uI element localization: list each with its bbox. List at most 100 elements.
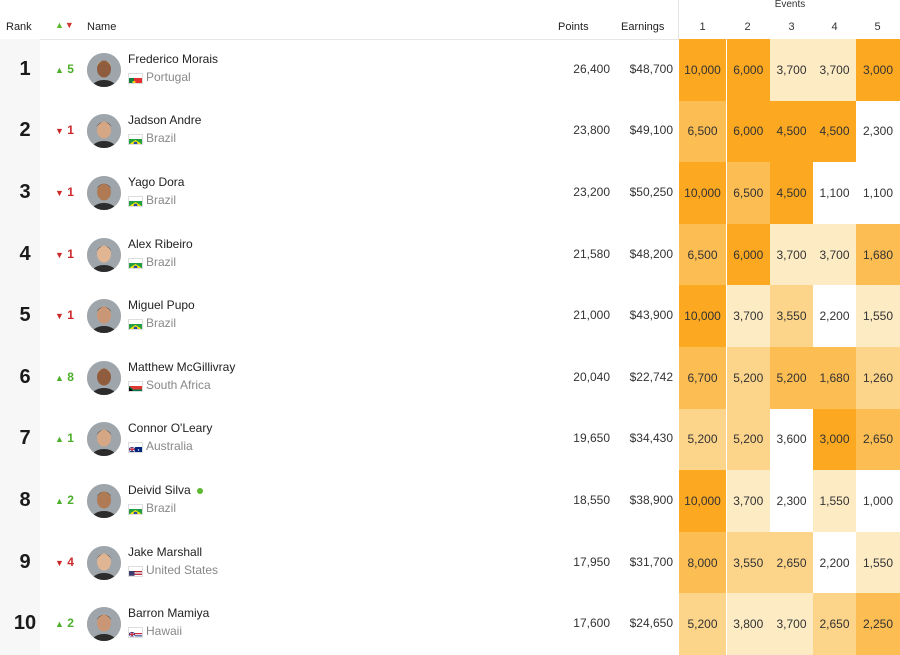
event-result-cell[interactable]: 5,200 (770, 347, 813, 409)
sort-up-icon[interactable]: ▲ (55, 20, 65, 30)
earnings-header[interactable]: Earnings (621, 21, 664, 33)
avatar[interactable] (87, 484, 121, 518)
event-result-cell[interactable]: 3,700 (727, 285, 771, 347)
event-col-1[interactable]: 1 (681, 21, 724, 33)
event-result-cell[interactable]: 6,000 (727, 39, 771, 101)
avatar[interactable] (87, 546, 121, 580)
event-result-cell[interactable]: 6,000 (727, 101, 771, 163)
avatar[interactable] (87, 299, 121, 333)
avatar[interactable] (87, 361, 121, 395)
event-result-cell[interactable]: 2,300 (770, 470, 813, 532)
surfer-name[interactable]: Deivid Silva (128, 483, 203, 497)
event-result-cell[interactable]: 4,500 (813, 101, 856, 163)
sort-toggle[interactable]: ▲▼ (55, 20, 75, 30)
event-result-cell[interactable]: 5,200 (727, 409, 771, 471)
event-result-cell[interactable]: 5,200 (679, 409, 726, 471)
event-result-cell[interactable]: 10,000 (679, 285, 726, 347)
event-result-cell[interactable]: 1,550 (856, 532, 900, 594)
event-result-cell[interactable]: 3,700 (813, 39, 856, 101)
event-result-cell[interactable]: 6,500 (727, 162, 771, 224)
event-result-cell[interactable]: 3,000 (856, 39, 900, 101)
event-result-cell[interactable]: 2,650 (856, 409, 900, 471)
surfer-name[interactable]: Yago Dora (128, 175, 184, 189)
event-result-cell[interactable]: 3,800 (727, 593, 771, 655)
event-result-cell[interactable]: 3,700 (727, 470, 771, 532)
surfer-name-text[interactable]: Jake Marshall (128, 545, 202, 559)
surfer-name-text[interactable]: Jadson Andre (128, 113, 201, 127)
event-result-cell[interactable]: 1,680 (813, 347, 856, 409)
surfer-name[interactable]: Matthew McGillivray (128, 360, 235, 374)
surfer-name-text[interactable]: Matthew McGillivray (128, 360, 235, 374)
surfer-name[interactable]: Connor O'Leary (128, 421, 212, 435)
event-result-cell[interactable]: 2,200 (813, 285, 856, 347)
surfer-name-text[interactable]: Frederico Morais (128, 52, 218, 66)
event-result-cell[interactable]: 5,200 (679, 593, 726, 655)
event-result-cell[interactable]: 1,260 (856, 347, 900, 409)
surfer-name-text[interactable]: Miguel Pupo (128, 298, 195, 312)
surfer-name[interactable]: Frederico Morais (128, 52, 218, 66)
surfer-name[interactable]: Alex Ribeiro (128, 237, 193, 251)
event-result-cell[interactable]: 6,500 (679, 224, 726, 286)
surfer-name[interactable]: Jake Marshall (128, 545, 202, 559)
event-result-cell[interactable]: 3,700 (770, 593, 813, 655)
event-result-cell[interactable]: 1,680 (856, 224, 900, 286)
event-result-cell[interactable]: 1,550 (856, 285, 900, 347)
avatar[interactable] (87, 607, 121, 641)
sort-down-icon[interactable]: ▼ (65, 20, 75, 30)
surfer-name[interactable]: Barron Mamiya (128, 606, 209, 620)
event-col-3[interactable]: 3 (770, 21, 813, 33)
event-result-cell[interactable]: 2,200 (813, 532, 856, 594)
avatar[interactable] (87, 114, 121, 148)
event-result-cell[interactable]: 2,650 (813, 593, 856, 655)
event-result-cell[interactable]: 4,500 (770, 162, 813, 224)
avatar[interactable] (87, 422, 121, 456)
event-result-cell[interactable]: 10,000 (679, 39, 726, 101)
event-result-cell[interactable]: 1,100 (813, 162, 856, 224)
event-result-cell[interactable]: 3,700 (770, 224, 813, 286)
event-result-cell[interactable]: 6,500 (679, 101, 726, 163)
event-result-cell[interactable]: 10,000 (679, 470, 726, 532)
event-result-cell[interactable]: 3,700 (813, 224, 856, 286)
avatar[interactable] (87, 176, 121, 210)
points-header[interactable]: Points (558, 21, 589, 33)
surfer-name[interactable]: Jadson Andre (128, 113, 201, 127)
surfer-name-text[interactable]: Connor O'Leary (128, 421, 212, 435)
event-result-cell[interactable]: 1,550 (813, 470, 856, 532)
surfer-name[interactable]: Miguel Pupo (128, 298, 195, 312)
event-result-cell[interactable]: 3,600 (770, 409, 813, 471)
event-result-cell[interactable]: 4,500 (770, 101, 813, 163)
avatar[interactable] (87, 238, 121, 272)
event-result-cell[interactable]: 2,650 (770, 532, 813, 594)
surfer-name-text[interactable]: Yago Dora (128, 175, 184, 189)
event-result-cell[interactable]: 2,250 (856, 593, 900, 655)
event-result-cell[interactable]: 10,000 (679, 162, 726, 224)
event-result-cell[interactable]: 5,200 (727, 347, 771, 409)
event-col-4[interactable]: 4 (813, 21, 856, 33)
event-result-cell[interactable]: 2,300 (856, 101, 900, 163)
event-result-cell[interactable]: 3,550 (727, 532, 771, 594)
event-result-cell[interactable]: 1,100 (856, 162, 900, 224)
event-result-cell[interactable]: 3,000 (813, 409, 856, 471)
event-result-cell[interactable]: 3,700 (770, 39, 813, 101)
event-col-2[interactable]: 2 (726, 21, 769, 33)
event-col-5[interactable]: 5 (856, 21, 899, 33)
event-result-cell[interactable]: 1,000 (856, 470, 900, 532)
event-result-cell[interactable]: 6,700 (679, 347, 726, 409)
surfer-name-text[interactable]: Deivid Silva (128, 483, 191, 497)
rank-header[interactable]: Rank (6, 21, 32, 33)
surfer-name-text[interactable]: Barron Mamiya (128, 606, 209, 620)
event-result-cell[interactable]: 8,000 (679, 532, 726, 594)
name-header[interactable]: Name (87, 21, 116, 33)
surfer-name-text[interactable]: Alex Ribeiro (128, 237, 193, 251)
event-result-cell[interactable]: 6,000 (727, 224, 771, 286)
